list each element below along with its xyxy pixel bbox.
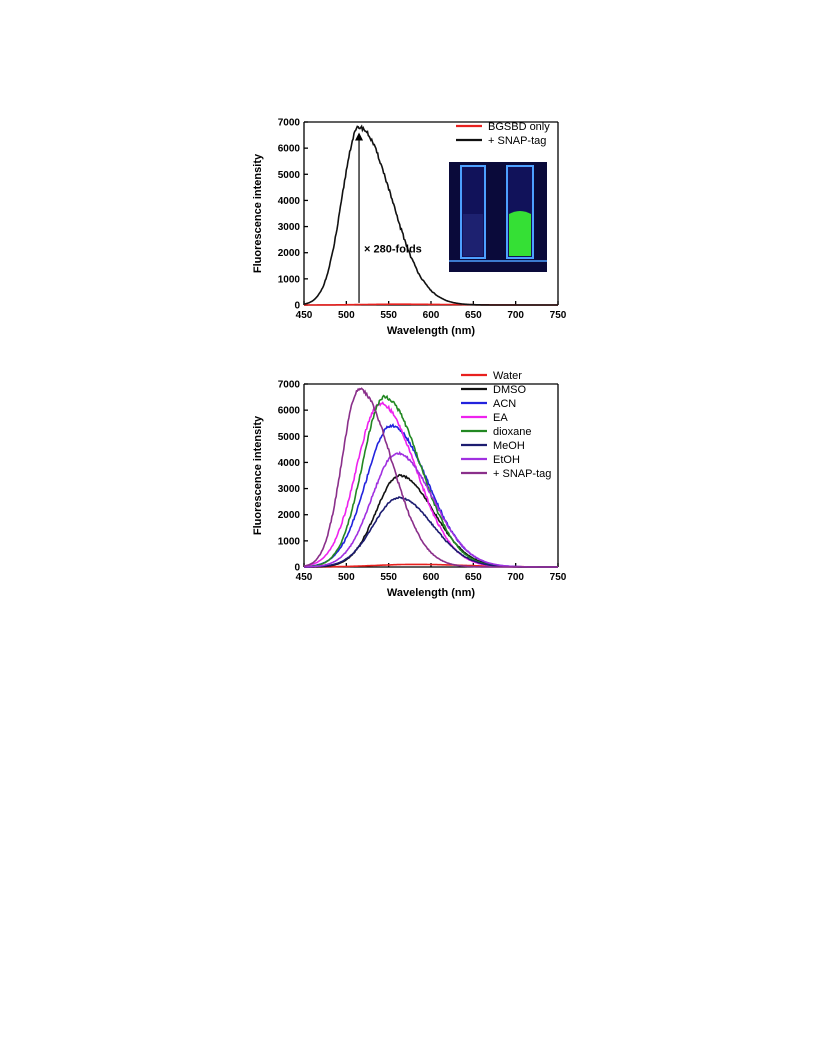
legend-label-acn: ACN bbox=[493, 398, 516, 410]
chart1-y-axis-label: Fluorescence intensity bbox=[252, 153, 264, 273]
chart-top-svg: 450 500 550 600 650 700 750 0 1000 2000 3000 4000 50… bbox=[252, 118, 567, 338]
legend-label-bgsbd-only: BGSBD only bbox=[488, 121, 550, 133]
chart1-x-tick-label: 450 bbox=[296, 310, 313, 321]
chart1-y-tick-label: 3000 bbox=[278, 222, 301, 233]
legend-label-dmso: DMSO bbox=[493, 384, 526, 396]
chart1-x-tick-label: 550 bbox=[380, 310, 397, 321]
legend-label-dioxane: dioxane bbox=[493, 426, 532, 438]
fold-change-annotation: × 280-folds bbox=[364, 244, 422, 256]
chart1-x-tick-label: 650 bbox=[465, 310, 482, 321]
chart1-y-tick-label: 6000 bbox=[278, 144, 301, 155]
series-line-snap-tag bbox=[303, 387, 558, 568]
chart1-x-tick-label: 750 bbox=[550, 310, 567, 321]
chart2-y-tick-label: 0 bbox=[294, 563, 300, 574]
chart1-x-tick-label: 500 bbox=[338, 310, 355, 321]
chart2-y-tick-label: 3000 bbox=[278, 484, 301, 495]
chart-bottom-svg: 450 500 550 600 650 700 750 0 1000 2000 3000 4000 50… bbox=[252, 370, 567, 599]
chart1-y-tick-label: 0 bbox=[294, 301, 300, 312]
chart2-x-tick-label: 650 bbox=[465, 572, 482, 583]
chart1-y-tick-label: 5000 bbox=[278, 170, 301, 181]
chart2-x-tick-label: 750 bbox=[550, 572, 567, 583]
chart1-x-axis-label: Wavelength (nm) bbox=[387, 325, 476, 337]
chart2-y-tick-label: 7000 bbox=[278, 380, 301, 391]
legend-label-snap-tag: + SNAP-tag bbox=[488, 135, 546, 147]
chart2-y-tick-label: 2000 bbox=[278, 510, 301, 521]
chart1-y-tick-label: 4000 bbox=[278, 196, 301, 207]
chart1-x-tick-label: 600 bbox=[423, 310, 440, 321]
chart2-y-tick-label: 4000 bbox=[278, 458, 301, 469]
chart1-x-tick-label: 700 bbox=[507, 310, 524, 321]
chart2-x-tick-label: 500 bbox=[338, 572, 355, 583]
chart2-y-tick-label: 5000 bbox=[278, 432, 301, 443]
legend-label-etoh: EtOH bbox=[493, 454, 520, 466]
cuvette-right-solution bbox=[509, 211, 531, 256]
chart-top: 450 500 550 600 650 700 750 0 1000 2000 3000 4000 50… bbox=[246, 100, 576, 340]
legend-label-water: Water bbox=[493, 370, 522, 382]
series-line-snap-tag bbox=[303, 124, 558, 306]
legend-label-ea: EA bbox=[493, 412, 508, 424]
chart-bottom: 450 500 550 600 650 700 750 0 1000 2000 3000 4000 50… bbox=[246, 362, 576, 602]
chart2-x-tick-label: 700 bbox=[507, 572, 524, 583]
chart2-y-tick-label: 1000 bbox=[278, 536, 301, 547]
legend-label-meoh: MeOH bbox=[493, 440, 525, 452]
chart2-y-tick-label: 6000 bbox=[278, 406, 301, 417]
chart1-y-tick-label: 1000 bbox=[278, 274, 301, 285]
chart2-x-tick-label: 600 bbox=[423, 572, 440, 583]
legend-label-snap-tag: + SNAP-tag bbox=[493, 468, 551, 480]
fold-change-arrowhead bbox=[355, 132, 364, 141]
cuvette-left-solution bbox=[463, 214, 483, 256]
chart1-y-tick-label: 7000 bbox=[278, 118, 301, 129]
chart2-y-axis-label: Fluorescence intensity bbox=[252, 415, 264, 535]
series-line-dioxane bbox=[304, 394, 558, 568]
chart1-y-tick-label: 2000 bbox=[278, 248, 301, 259]
chart2-x-tick-label: 450 bbox=[296, 572, 313, 583]
chart2-x-tick-label: 550 bbox=[380, 572, 397, 583]
chart2-x-axis-label: Wavelength (nm) bbox=[387, 587, 476, 599]
